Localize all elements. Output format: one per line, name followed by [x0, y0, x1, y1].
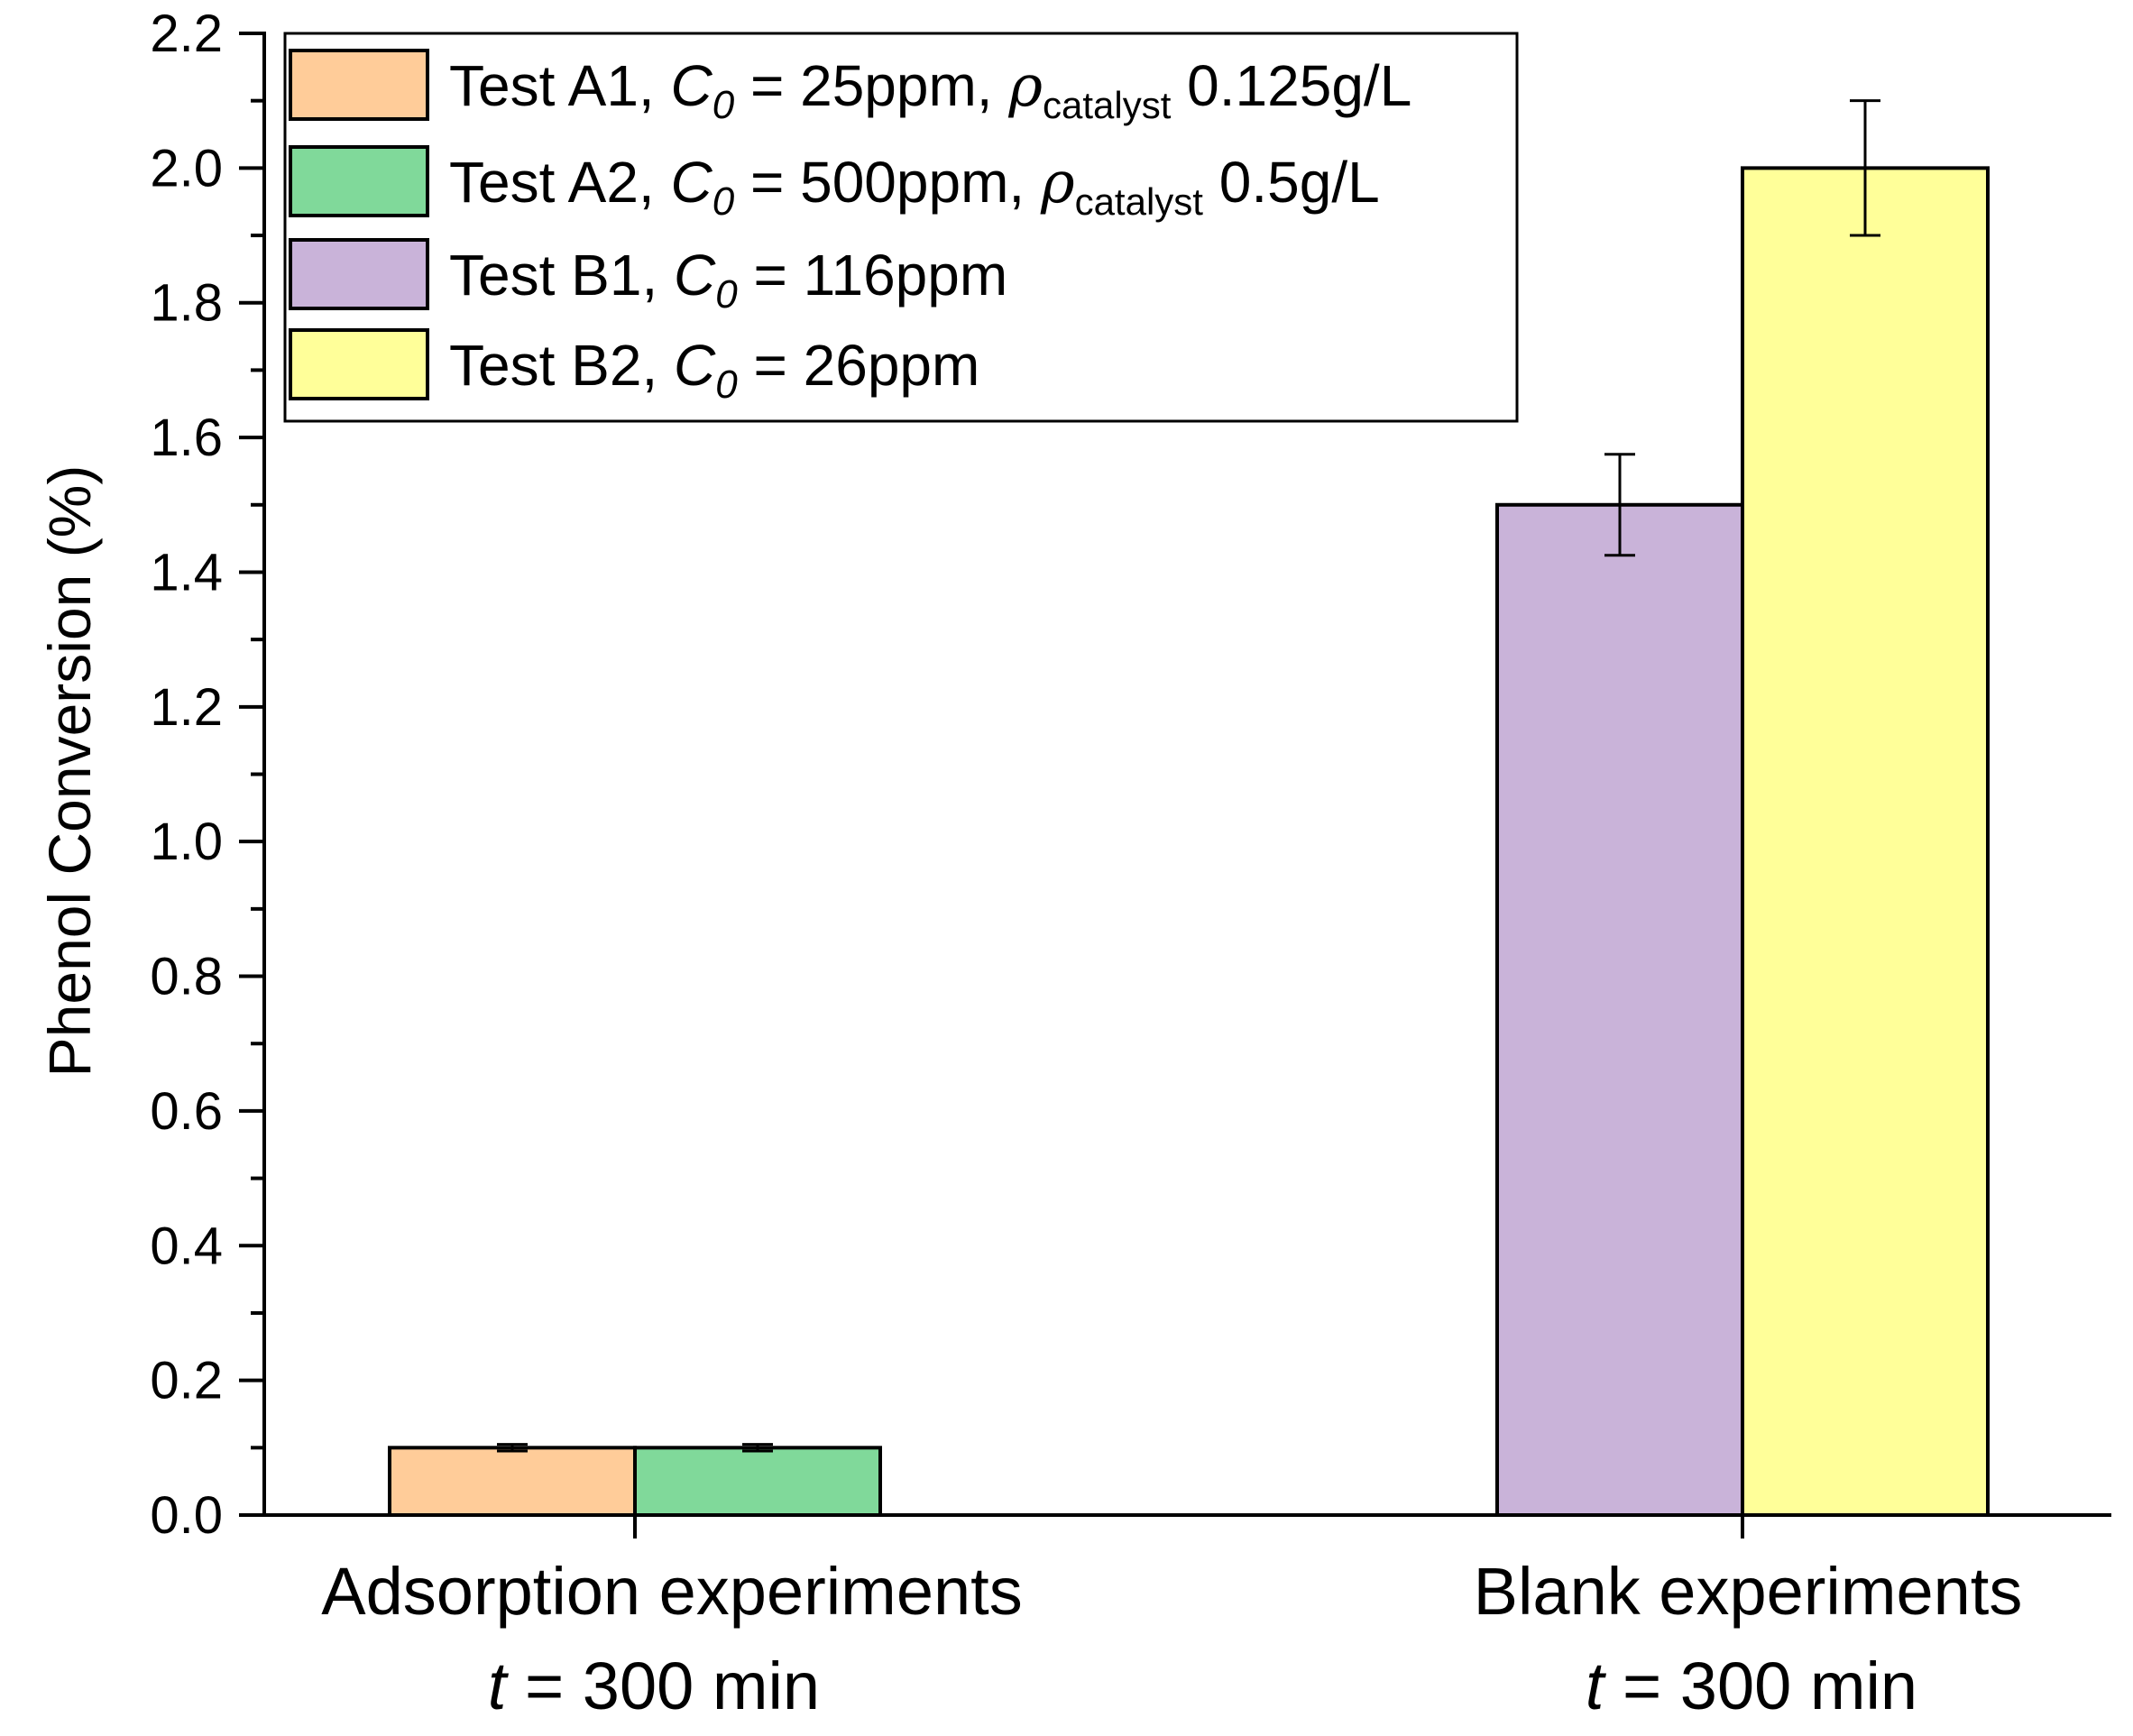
legend: Test A1, C0 = 25ppm, ρcatalyst 0.125g/L …: [283, 32, 1519, 423]
y-tick-label: 1.6: [150, 409, 223, 467]
legend-label-b1: Test B1, C0 = 116ppm: [449, 243, 1007, 317]
legend-swatch-b1: [289, 238, 429, 310]
bar-test-b2: [1741, 166, 1990, 1517]
y-tick-label: 2.2: [150, 5, 223, 63]
y-tick-label: 1.0: [150, 813, 223, 871]
category-sublabel-blank: t = 300 min: [1586, 1649, 1917, 1723]
bar-test-a2: [633, 1446, 882, 1518]
legend-label-a1: Test A1, C0 = 25ppm, ρcatalyst 0.125g/L: [449, 53, 1411, 127]
legend-swatch-b2: [289, 328, 429, 400]
time-value: = 300 min: [506, 1649, 820, 1723]
y-tick-label: 0.0: [150, 1486, 223, 1545]
y-tick-label: 1.2: [150, 678, 223, 737]
y-tick-label: 0.8: [150, 948, 223, 1006]
time-variable: t: [1586, 1649, 1607, 1723]
axes-layer: 0.0 0.2 0.4 0.6 0.8 1.0 1.2 1.4 1.6 1.8 2.0 2.2: [150, 5, 2111, 1545]
legend-swatch-a2: [289, 145, 429, 217]
y-tick-label: 0.2: [150, 1352, 223, 1410]
error-bar-test-a2: [742, 1443, 773, 1453]
category-sublabel-adsorption: t = 300 min: [488, 1649, 820, 1723]
y-tick-label: 1.4: [150, 543, 223, 602]
error-bar-test-b1: [1604, 453, 1635, 557]
error-bar-test-a1: [497, 1443, 528, 1453]
bar-test-a1: [388, 1446, 637, 1518]
time-value: = 300 min: [1604, 1649, 1917, 1723]
legend-label-b2: Test B2, C0 = 26ppm: [449, 333, 979, 407]
y-tick-label: 0.6: [150, 1082, 223, 1141]
bar-test-b1: [1495, 502, 1744, 1517]
bars-layer: [388, 99, 1990, 1518]
legend-frame: [283, 32, 1519, 423]
category-label-blank: Blank experiments: [1474, 1554, 2023, 1629]
y-tick-label: 2.0: [150, 139, 223, 197]
y-axis-title: Phenol Conversion (%): [36, 465, 103, 1078]
error-bar-test-b2: [1850, 99, 1880, 237]
legend-label-a2: Test A2, C0 = 500ppm, ρcatalyst 0.5g/L: [449, 150, 1380, 224]
category-label-adsorption: Adsorption experiments: [321, 1554, 1022, 1629]
y-tick-label: 1.8: [150, 274, 223, 333]
legend-swatch-a1: [289, 49, 429, 121]
time-variable: t: [488, 1649, 510, 1723]
y-tick-label: 0.4: [150, 1217, 223, 1275]
